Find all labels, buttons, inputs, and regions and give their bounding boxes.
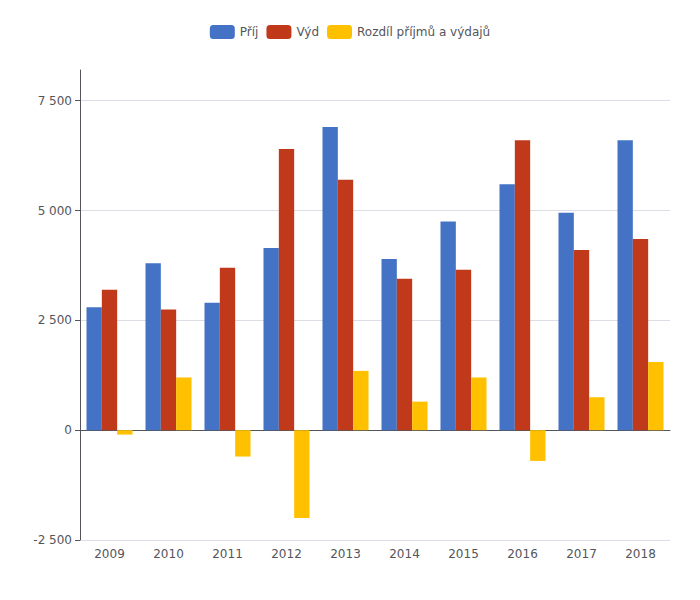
svg-text:2013: 2013 <box>330 547 361 561</box>
svg-text:2010: 2010 <box>153 547 184 561</box>
svg-text:-2 500: -2 500 <box>33 533 72 547</box>
svg-text:2017: 2017 <box>566 547 597 561</box>
svg-text:Výd: Výd <box>296 25 319 39</box>
svg-text:Rozdíl příjmů a výdajů: Rozdíl příjmů a výdajů <box>357 25 490 39</box>
svg-text:2012: 2012 <box>271 547 302 561</box>
svg-text:2018: 2018 <box>625 547 656 561</box>
svg-text:0: 0 <box>64 423 72 437</box>
svg-text:2014: 2014 <box>389 547 420 561</box>
svg-text:Příj: Příj <box>240 25 259 39</box>
svg-text:2 500: 2 500 <box>38 313 72 327</box>
svg-text:2016: 2016 <box>507 547 538 561</box>
svg-text:2015: 2015 <box>448 547 479 561</box>
svg-text:2011: 2011 <box>212 547 243 561</box>
svg-text:5 000: 5 000 <box>38 204 72 218</box>
svg-text:2009: 2009 <box>94 547 125 561</box>
svg-text:7 500: 7 500 <box>38 94 72 108</box>
